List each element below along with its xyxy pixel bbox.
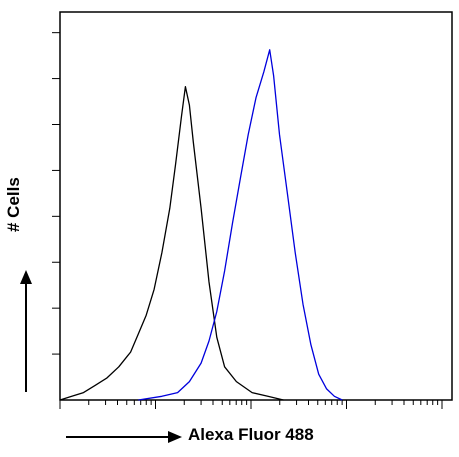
plot-axes bbox=[52, 11, 453, 409]
plot-series bbox=[59, 49, 343, 401]
control-histogram bbox=[59, 86, 284, 401]
sample-histogram bbox=[138, 49, 343, 401]
plot-frame bbox=[59, 11, 453, 401]
x-axis-label: Alexa Fluor 488 bbox=[188, 425, 314, 444]
y-axis-label: # Cells bbox=[4, 177, 23, 232]
y-arrow-head bbox=[20, 270, 32, 284]
x-arrow-head bbox=[168, 431, 182, 443]
axis-arrows bbox=[20, 270, 182, 443]
